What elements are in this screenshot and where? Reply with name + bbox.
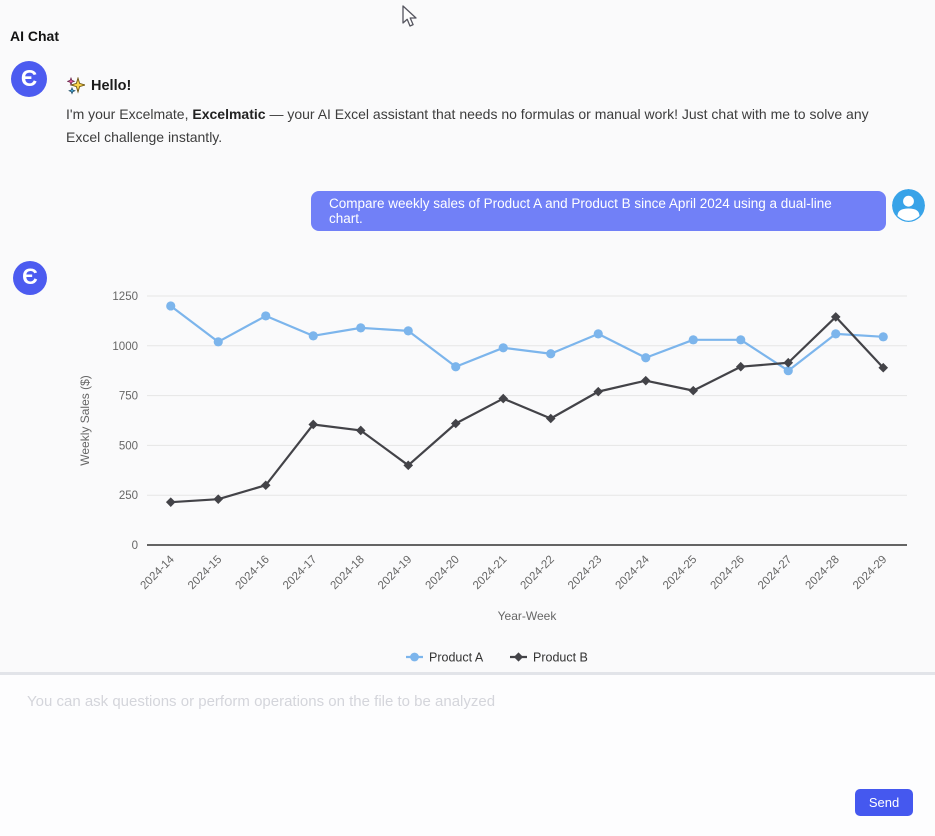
product-a-data-point[interactable] bbox=[308, 331, 318, 341]
cursor-pointer bbox=[402, 5, 417, 27]
message-input[interactable] bbox=[27, 693, 887, 783]
intro-text-brand: Excelmatic bbox=[192, 106, 266, 122]
x-tick-label: 2024-27 bbox=[756, 554, 794, 592]
product-a-line bbox=[170, 305, 884, 372]
product-a-data-point[interactable] bbox=[403, 326, 413, 336]
product-a-data-point[interactable] bbox=[261, 311, 271, 321]
intro-paragraph: I'm your Excelmate, Excelmatic — your AI… bbox=[66, 103, 906, 149]
excelmatic-logo-icon: Є bbox=[22, 264, 38, 289]
product-b-data-point[interactable] bbox=[593, 386, 604, 397]
product-b-data-point[interactable] bbox=[498, 393, 509, 404]
product-b-data-point[interactable] bbox=[830, 312, 841, 322]
assistant-avatar: Є bbox=[11, 61, 47, 97]
product-b-data-point[interactable] bbox=[735, 361, 746, 372]
product-b-data-point[interactable] bbox=[213, 494, 224, 504]
page-title: AI Chat bbox=[10, 28, 59, 44]
intro-text-suffix: — your AI Excel assistant that needs no … bbox=[66, 106, 869, 145]
x-tick-label: 2024-23 bbox=[566, 554, 604, 592]
y-tick-label: 500 bbox=[119, 440, 138, 452]
x-tick-label: 2024-15 bbox=[186, 554, 224, 592]
product-a-data-point[interactable] bbox=[736, 335, 746, 345]
x-tick-label: 2024-14 bbox=[139, 553, 178, 592]
product-b-data-point[interactable] bbox=[640, 375, 651, 386]
excelmatic-logo-icon: Є bbox=[20, 64, 38, 91]
x-tick-label: 2024-24 bbox=[614, 553, 653, 592]
assistant-avatar: Є bbox=[13, 261, 47, 295]
x-tick-label: 2024-29 bbox=[851, 554, 889, 592]
product-a-data-point[interactable] bbox=[878, 332, 888, 342]
product-b-data-point[interactable] bbox=[878, 362, 889, 373]
y-tick-label: 750 bbox=[119, 391, 138, 403]
y-tick-label: 250 bbox=[119, 490, 138, 502]
product-a-data-point[interactable] bbox=[783, 366, 793, 376]
greeting-row: Hello! bbox=[67, 77, 131, 95]
product-a-data-point[interactable] bbox=[641, 353, 651, 363]
legend-label: Product A bbox=[429, 651, 484, 665]
y-tick-label: 1250 bbox=[112, 291, 138, 303]
x-axis-title: Year-Week bbox=[498, 609, 558, 623]
legend-marker-diamond-icon bbox=[513, 652, 524, 662]
x-tick-label: 2024-19 bbox=[376, 554, 414, 592]
y-tick-label: 0 bbox=[132, 540, 138, 552]
product-b-data-point[interactable] bbox=[260, 480, 271, 491]
product-b-data-point[interactable] bbox=[688, 385, 699, 396]
user-message-text: Compare weekly sales of Product A and Pr… bbox=[329, 196, 832, 226]
product-b-data-point[interactable] bbox=[545, 413, 556, 424]
intro-text-prefix: I'm your Excelmate, bbox=[66, 106, 193, 122]
x-tick-label: 2024-20 bbox=[424, 554, 462, 592]
product-b-data-point[interactable] bbox=[308, 419, 319, 430]
product-b-line bbox=[170, 315, 885, 504]
product-a-data-point[interactable] bbox=[498, 343, 508, 353]
product-a-data-point[interactable] bbox=[688, 335, 698, 345]
legend-item-product-a[interactable]: Product A bbox=[406, 651, 484, 665]
product-b-data-point[interactable] bbox=[165, 497, 176, 507]
x-tick-label: 2024-28 bbox=[804, 554, 842, 592]
y-axis-title: Weekly Sales ($) bbox=[78, 375, 92, 465]
x-tick-label: 2024-25 bbox=[661, 554, 699, 592]
user-avatar bbox=[892, 189, 925, 222]
x-tick-label: 2024-16 bbox=[234, 554, 272, 592]
product-a-data-point[interactable] bbox=[213, 337, 223, 347]
legend-item-product-b[interactable]: Product B bbox=[510, 651, 588, 665]
product-a-data-point[interactable] bbox=[831, 329, 841, 339]
product-b-data-point[interactable] bbox=[403, 460, 414, 471]
product-b-data-point[interactable] bbox=[783, 357, 794, 368]
x-tick-label: 2024-17 bbox=[281, 554, 319, 592]
x-tick-label: 2024-22 bbox=[519, 554, 557, 592]
user-message-bubble: Compare weekly sales of Product A and Pr… bbox=[311, 191, 886, 231]
user-shoulders-icon bbox=[897, 208, 920, 221]
product-a-data-point[interactable] bbox=[546, 349, 556, 359]
product-a-data-point[interactable] bbox=[451, 362, 461, 372]
user-head-icon bbox=[903, 195, 914, 207]
product-a-data-point[interactable] bbox=[593, 329, 603, 339]
sparkles-icon bbox=[67, 77, 85, 95]
product-a-data-point[interactable] bbox=[356, 323, 366, 333]
greeting-text: Hello! bbox=[91, 78, 132, 94]
x-tick-label: 2024-18 bbox=[329, 554, 367, 592]
sales-line-chart: 0 250 500 750 1000 1250 2024-14 2024-15 2024-16 2… bbox=[70, 265, 930, 675]
product-a-data-point[interactable] bbox=[166, 301, 176, 311]
x-tick-label: 2024-21 bbox=[471, 554, 509, 592]
send-button[interactable]: Send bbox=[855, 789, 913, 816]
composer-area: Send bbox=[0, 675, 935, 836]
x-tick-label: 2024-26 bbox=[709, 554, 747, 592]
legend-label: Product B bbox=[533, 651, 588, 665]
y-tick-label: 1000 bbox=[112, 341, 138, 353]
legend-marker-circle-icon bbox=[410, 652, 419, 662]
product-b-data-point[interactable] bbox=[450, 418, 461, 429]
product-b-data-point[interactable] bbox=[355, 425, 366, 436]
composer-divider bbox=[0, 672, 935, 675]
